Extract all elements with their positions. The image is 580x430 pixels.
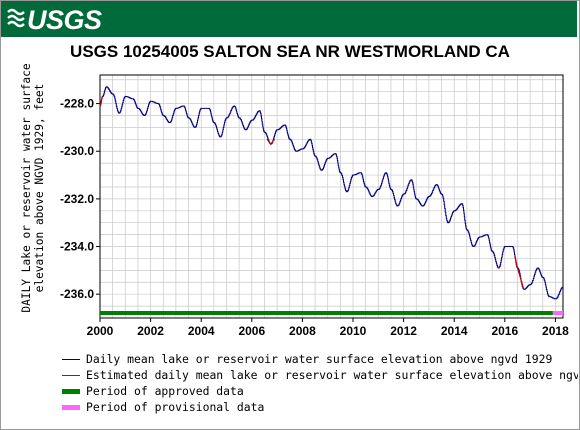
legend-item-daily-mean: Daily mean lake or reservoir water surfa…: [62, 352, 578, 368]
y-tick-label: -236.0: [60, 287, 94, 301]
y-tick-label: -228.0: [60, 97, 94, 111]
grid: [99, 75, 563, 319]
x-tick-label: 2012: [390, 324, 417, 338]
legend-item-provisional: Period of provisional data: [62, 400, 578, 416]
y-axis-label-line2: elevation above NGVD 1929, feet: [33, 84, 46, 293]
legend-item-estimated: Estimated daily mean lake or reservoir w…: [62, 368, 578, 384]
x-tick-label: 2000: [87, 324, 114, 338]
legend-label: Period of approved data: [86, 384, 244, 398]
series-line-estimated: [498, 265, 502, 269]
x-tick-label: 2002: [137, 324, 164, 338]
legend: Daily mean lake or reservoir water surfa…: [62, 352, 578, 416]
x-tick-label: 2004: [188, 324, 215, 338]
y-tick-label: -232.0: [60, 192, 94, 206]
plot-area: [99, 74, 564, 319]
y-axis-label-line1: DAILY Lake or reservoir water surface: [20, 63, 33, 312]
series-line-estimated: [266, 138, 276, 146]
x-tick-label: 2010: [340, 324, 367, 338]
x-tick-label: 2006: [238, 324, 265, 338]
series-line-daily-mean: [99, 86, 564, 300]
series-layer: [99, 86, 564, 315]
series-line-estimated: [99, 96, 104, 107]
x-tick-label: 2014: [441, 324, 468, 338]
legend-swatch: [62, 405, 80, 410]
x-tick-label: 2016: [491, 324, 518, 338]
legend-swatch: [62, 389, 80, 394]
series-line-estimated: [514, 255, 525, 290]
chart-title: USGS 10254005 SALTON SEA NR WESTMORLAND …: [70, 42, 510, 61]
legend-label: Estimated daily mean lake or reservoir w…: [86, 368, 578, 382]
usgs-logo-text: USGS: [27, 5, 102, 35]
legend-label: Period of provisional data: [86, 400, 265, 414]
x-tick-label: 2008: [289, 324, 316, 338]
usgs-wave-icon: [7, 8, 25, 28]
x-tick-label: 2018: [542, 324, 569, 338]
tick-labels: 2000 2002 2004 2006 2008 2010 2012 2014 2016 2018…: [60, 97, 569, 338]
legend-swatch: [62, 375, 80, 376]
y-tick-label: -230.0: [60, 144, 94, 158]
legend-label: Daily mean lake or reservoir water surfa…: [86, 352, 553, 366]
usgs-banner: USGS: [1, 1, 577, 37]
legend-swatch: [62, 359, 80, 360]
y-tick-label: -234.0: [60, 240, 94, 254]
legend-item-approved: Period of approved data: [62, 384, 578, 400]
